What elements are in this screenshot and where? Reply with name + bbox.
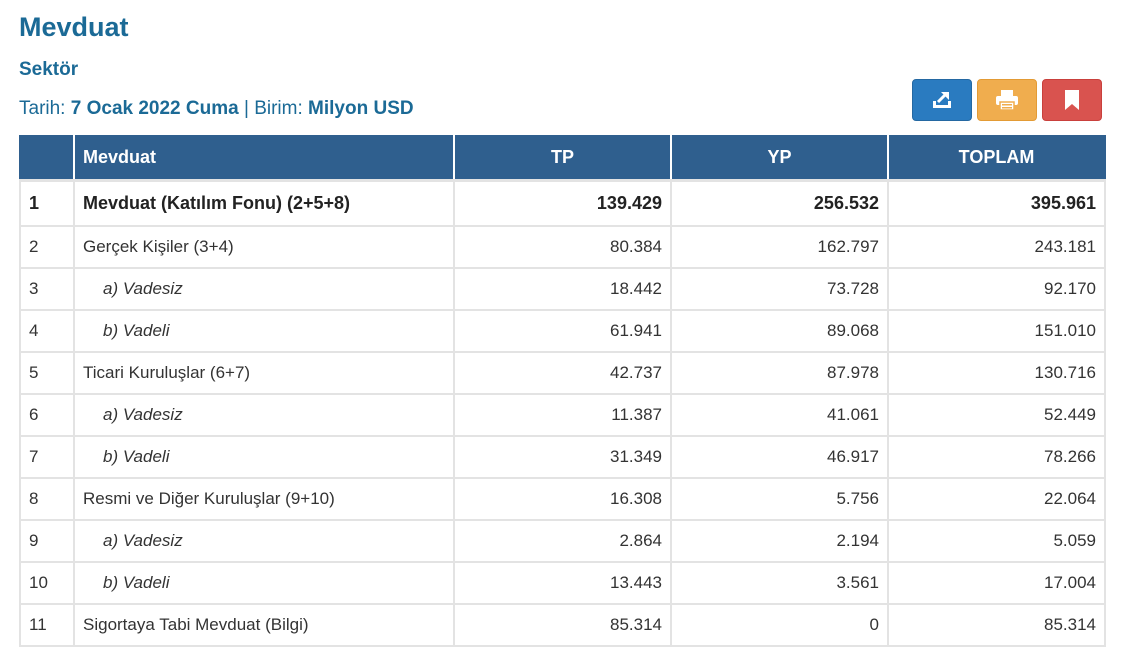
toplam-value-cell: 151.010 [887, 309, 1106, 353]
page-subtitle: Sektör [19, 59, 79, 80]
row-number-cell: 9 [19, 519, 75, 563]
row-number-cell: 6 [19, 393, 75, 437]
table-row: 8 Resmi ve Diğer Kuruluşlar (9+10) 16.308 5… [19, 477, 1106, 521]
toplam-value-cell: 92.170 [887, 267, 1106, 311]
row-label-cell: a) Vadesiz [73, 519, 455, 563]
table-row: 1 Mevduat (Katılım Fonu) (2+5+8) 139.429 25… [19, 178, 1106, 227]
row-number-cell: 2 [19, 225, 75, 269]
unit-label: Birim: [254, 98, 303, 119]
row-label-cell: Mevduat (Katılım Fonu) (2+5+8) [73, 178, 455, 227]
tp-value-cell: 31.349 [453, 435, 672, 479]
toplam-value-cell: 5.059 [887, 519, 1106, 563]
table-row: 2 Gerçek Kişiler (3+4) 80.384 162.797 243.18… [19, 225, 1106, 269]
table-row: 3 a) Vadesiz 18.442 73.728 92.170 [19, 267, 1106, 311]
toplam-value-cell: 17.004 [887, 561, 1106, 605]
unit-value: Milyon USD [308, 98, 414, 119]
row-label-cell: a) Vadesiz [73, 267, 455, 311]
yp-value-cell: 46.917 [670, 435, 889, 479]
row-label-cell: Sigortaya Tabi Mevduat (Bilgi) [73, 603, 455, 647]
row-number-cell: 7 [19, 435, 75, 479]
row-number-cell: 1 [19, 178, 75, 227]
row-label-cell: Gerçek Kişiler (3+4) [73, 225, 455, 269]
toplam-value-cell: 130.716 [887, 351, 1106, 395]
row-label-cell: Ticari Kuruluşlar (6+7) [73, 351, 455, 395]
row-number-cell: 11 [19, 603, 75, 647]
toplam-value-cell: 78.266 [887, 435, 1106, 479]
toplam-value-cell: 85.314 [887, 603, 1106, 647]
yp-value-cell: 3.561 [670, 561, 889, 605]
tp-value-cell: 16.308 [453, 477, 672, 521]
bookmark-icon [1064, 89, 1080, 111]
yp-value-cell: 162.797 [670, 225, 889, 269]
bookmark-button[interactable] [1042, 79, 1102, 121]
tp-value-cell: 85.314 [453, 603, 672, 647]
row-label-cell: a) Vadesiz [73, 393, 455, 437]
toplam-value-cell: 52.449 [887, 393, 1106, 437]
column-header-no [19, 135, 75, 181]
table-row: 10 b) Vadeli 13.443 3.561 17.004 [19, 561, 1106, 605]
toplam-value-cell: 22.064 [887, 477, 1106, 521]
yp-value-cell: 89.068 [670, 309, 889, 353]
tp-value-cell: 42.737 [453, 351, 672, 395]
column-header-toplam: TOPLAM [887, 135, 1106, 181]
column-header-mevduat: Mevduat [73, 135, 455, 181]
report-meta: Tarih: 7 Ocak 2022 Cuma | Birim: Milyon … [19, 96, 414, 122]
tp-value-cell: 11.387 [453, 393, 672, 437]
table-row: 11 Sigortaya Tabi Mevduat (Bilgi) 85.314 0 8… [19, 603, 1106, 647]
yp-value-cell: 0 [670, 603, 889, 647]
toolbar [912, 79, 1102, 121]
tp-value-cell: 61.941 [453, 309, 672, 353]
tp-value-cell: 2.864 [453, 519, 672, 563]
row-label-cell: b) Vadeli [73, 309, 455, 353]
tp-value-cell: 18.442 [453, 267, 672, 311]
meta-separator: | [243, 98, 249, 119]
date-label: Tarih: [19, 98, 66, 119]
column-header-yp: YP [670, 135, 889, 181]
print-icon [995, 89, 1019, 111]
table-row: 5 Ticari Kuruluşlar (6+7) 42.737 87.978 130.… [19, 351, 1106, 395]
table-row: 4 b) Vadeli 61.941 89.068 151.010 [19, 309, 1106, 353]
yp-value-cell: 2.194 [670, 519, 889, 563]
date-value: 7 Ocak 2022 Cuma [70, 98, 239, 119]
tp-value-cell: 13.443 [453, 561, 672, 605]
yp-value-cell: 256.532 [670, 178, 889, 227]
toplam-value-cell: 243.181 [887, 225, 1106, 269]
tp-value-cell: 139.429 [453, 178, 672, 227]
row-number-cell: 5 [19, 351, 75, 395]
page-title: Mevduat [19, 12, 129, 42]
table-row: 9 a) Vadesiz 2.864 2.194 5.059 [19, 519, 1106, 563]
export-icon [931, 90, 953, 110]
tp-value-cell: 80.384 [453, 225, 672, 269]
row-number-cell: 10 [19, 561, 75, 605]
deposit-table: Mevduat TP YP TOPLAM 1 Mevduat (Katılım F… [19, 135, 1106, 647]
row-number-cell: 3 [19, 267, 75, 311]
row-label-cell: Resmi ve Diğer Kuruluşlar (9+10) [73, 477, 455, 521]
toplam-value-cell: 395.961 [887, 178, 1106, 227]
export-button[interactable] [912, 79, 972, 121]
yp-value-cell: 87.978 [670, 351, 889, 395]
table-body: 1 Mevduat (Katılım Fonu) (2+5+8) 139.429 25… [19, 178, 1106, 647]
table-row: 7 b) Vadeli 31.349 46.917 78.266 [19, 435, 1106, 479]
row-label-cell: b) Vadeli [73, 435, 455, 479]
table-row: 6 a) Vadesiz 11.387 41.061 52.449 [19, 393, 1106, 437]
print-button[interactable] [977, 79, 1037, 121]
row-number-cell: 8 [19, 477, 75, 521]
yp-value-cell: 73.728 [670, 267, 889, 311]
yp-value-cell: 5.756 [670, 477, 889, 521]
row-number-cell: 4 [19, 309, 75, 353]
row-label-cell: b) Vadeli [73, 561, 455, 605]
column-header-tp: TP [453, 135, 672, 181]
table-header-row: Mevduat TP YP TOPLAM [19, 135, 1106, 181]
yp-value-cell: 41.061 [670, 393, 889, 437]
